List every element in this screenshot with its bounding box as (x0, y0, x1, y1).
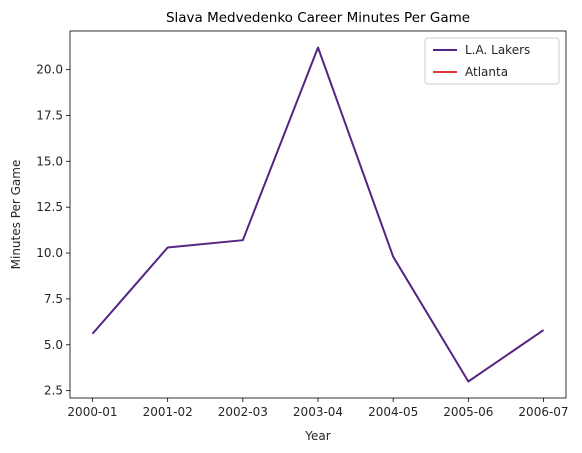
legend-label-1: Atlanta (465, 65, 508, 79)
x-tick-label: 2001-02 (143, 405, 193, 419)
chart-title: Slava Medvedenko Career Minutes Per Game (166, 10, 470, 26)
plot-area (69, 30, 567, 399)
legend-label-0: L.A. Lakers (465, 43, 530, 57)
x-axis-label: Year (304, 429, 330, 443)
legend-box (424, 37, 560, 85)
y-tick-label: 10.0 (36, 246, 63, 260)
y-tick-label: 7.5 (44, 292, 63, 306)
y-tick-label: 2.5 (44, 384, 63, 398)
y-axis: 2.5 5.0 7.5 10.0 12.5 15.0 17.5 20.0 (36, 63, 70, 398)
series-layer (91, 46, 545, 383)
y-tick-label: 5.0 (44, 338, 63, 352)
x-tick-label: 2005-06 (443, 405, 493, 419)
y-tick-label: 12.5 (36, 200, 63, 214)
legend: L.A. Lakers Atlanta (424, 37, 560, 85)
x-tick-label: 2004-05 (368, 405, 418, 419)
x-tick-label: 2002-03 (218, 405, 268, 419)
series-line-0 (91, 46, 545, 383)
x-tick-label: 2003-04 (293, 405, 343, 419)
x-tick-label: 2000-01 (67, 405, 117, 419)
x-axis: 2000-01 2001-02 2002-03 2003-04 2004-05 2005-… (67, 398, 569, 419)
y-tick-label: 17.5 (36, 108, 63, 122)
x-tick-label: 2006-07 (518, 405, 568, 419)
y-tick-label: 15.0 (36, 154, 63, 168)
y-axis-label: Minutes Per Game (9, 160, 23, 270)
y-tick-label: 20.0 (36, 63, 63, 77)
